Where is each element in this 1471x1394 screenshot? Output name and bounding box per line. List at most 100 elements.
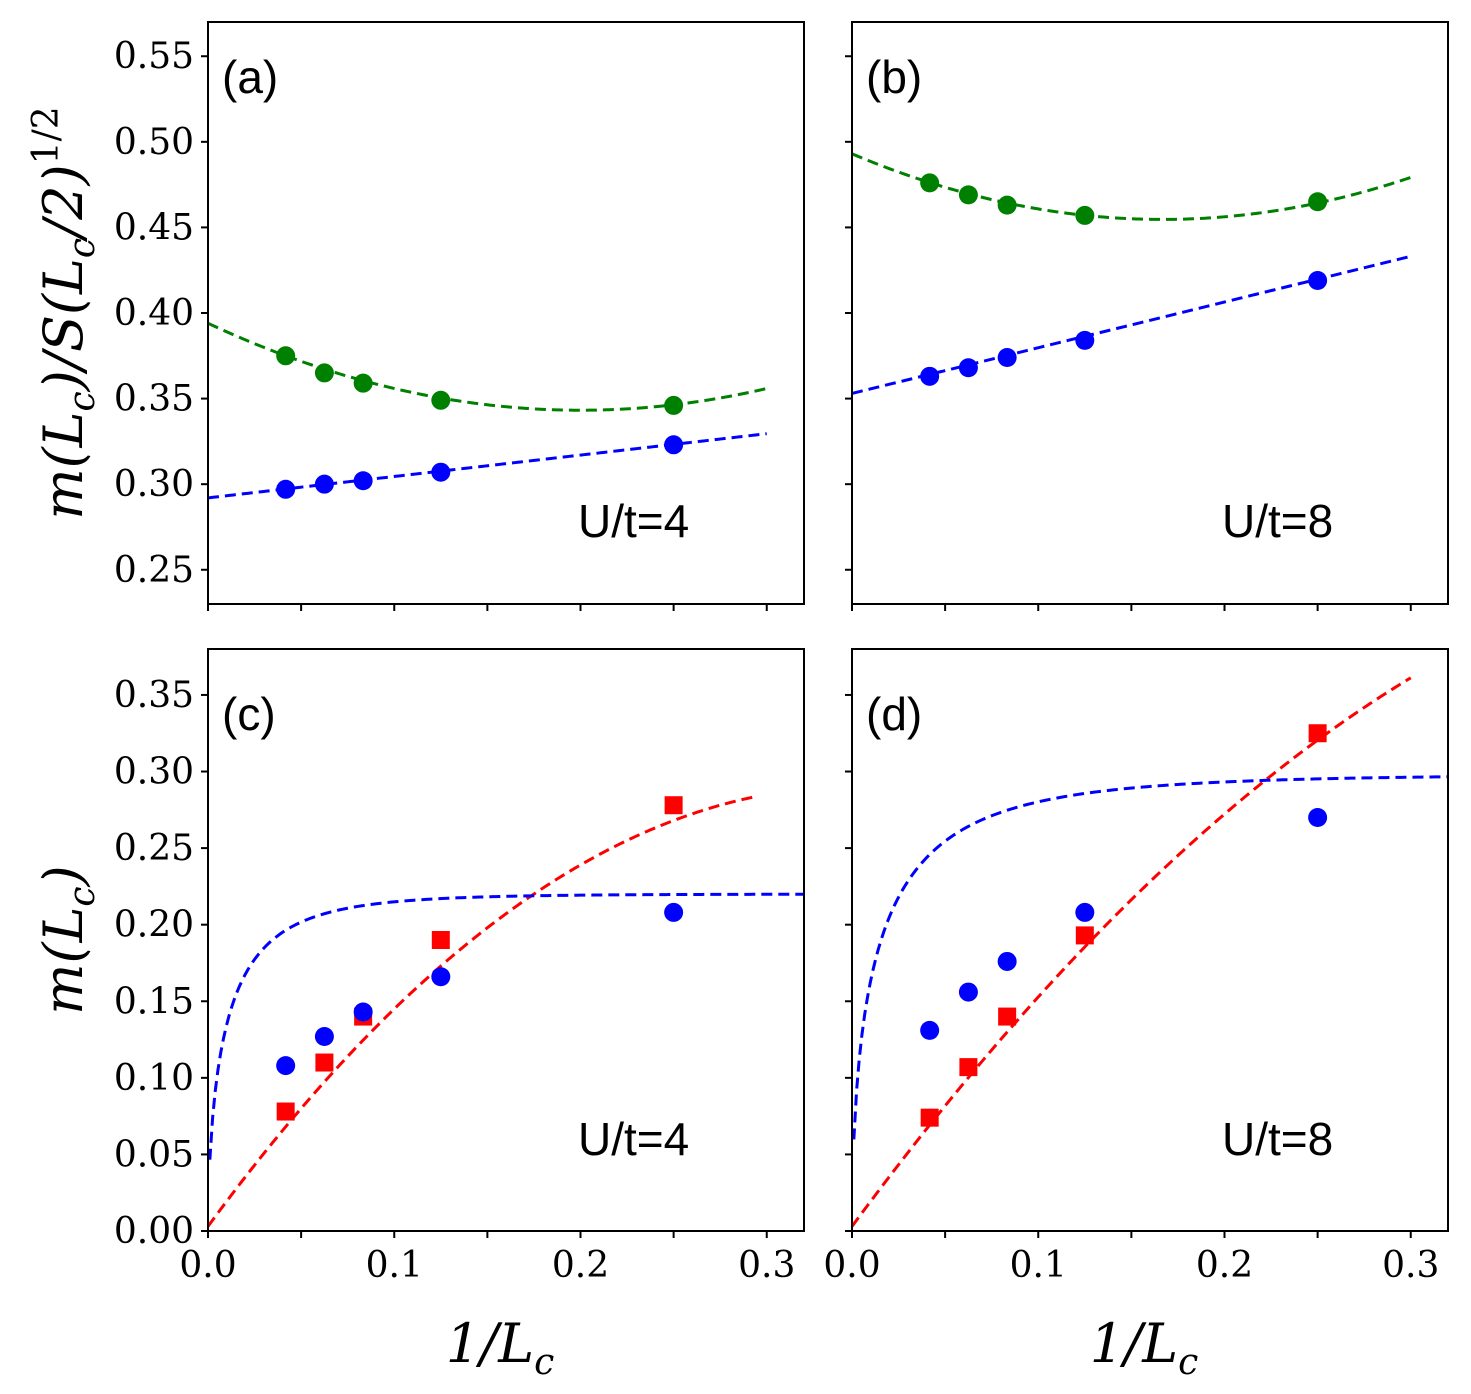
ylabel-top-sup: 1/2 [26, 106, 67, 164]
panel-a-ytick-label: 0.30 [114, 464, 194, 505]
panel-a-ytick-label: 0.25 [114, 550, 194, 591]
panel-d-blue-point [920, 1020, 940, 1040]
panel-d-red-point [920, 1108, 939, 1127]
panel-c-red-point [664, 796, 683, 815]
panel-c-ytick-label: 0.35 [114, 675, 194, 716]
panel-d-blue-point [1075, 902, 1095, 922]
panel-d-blue-point [958, 982, 978, 1002]
panel-b: (b) U/t=8 [845, 21, 1449, 611]
panel-d: 0.0 0.1 0.2 0.3 (d) U/t=8 [823, 648, 1449, 1286]
panel-c-frame [207, 648, 805, 1232]
panel-d-xtick-label: 0.3 [1382, 1245, 1439, 1286]
panel-c-xtick-label: 0.3 [738, 1245, 795, 1286]
panel-a-green-point [431, 390, 451, 410]
panel-b-blue-point [997, 348, 1017, 368]
panel-a-label: (a) [222, 51, 278, 103]
panel-b-blue-point [1308, 270, 1328, 290]
panel-b-blue-point [920, 366, 940, 386]
ylabel-bottom-end: ) [32, 865, 95, 887]
panel-d-blue-point [997, 951, 1017, 971]
panel-d-xtick-label: 0.2 [1196, 1245, 1253, 1286]
panel-c-label: (c) [222, 688, 276, 740]
panel-c-red-fit-line [208, 794, 758, 1228]
panel-a-ytick-label: 0.45 [114, 207, 194, 248]
panel-d-blue-fit-line [852, 775, 1448, 1140]
panel-d-label: (d) [866, 688, 922, 740]
ylabel-top-part2: )/S(L [32, 258, 95, 392]
ylabel-bottom-main: m(L [32, 907, 95, 1015]
panel-c-annotation: U/t=4 [578, 1113, 689, 1165]
panel-d-red-point [959, 1058, 978, 1077]
panel-b-green-point [1075, 205, 1095, 225]
panel-a-ytick-label: 0.50 [114, 122, 194, 163]
panel-a: 0.25 0.30 0.35 0.40 0.45 0.50 0.55 (a) U/t=4 [114, 21, 805, 611]
panel-c-blue-fit-line [208, 892, 804, 1160]
xlabel-right-sub: c [1178, 1342, 1198, 1383]
panel-a-green-point [276, 346, 296, 366]
xlabel-left-main: 1/L [446, 1312, 534, 1375]
ylabel-top: m(Lc)/S(Lc/2)1/2 [26, 106, 103, 519]
panel-c-red-point [431, 931, 450, 949]
panel-b-green-point [958, 185, 978, 205]
panel-c-ytick-label: 0.25 [114, 828, 194, 869]
panel-d-xtick-label: 0.1 [1010, 1245, 1067, 1286]
panel-b-green-point [1308, 192, 1328, 212]
panel-b-annotation: U/t=8 [1222, 495, 1333, 547]
panel-d-red-point [1075, 926, 1094, 945]
panel-c-ytick-label: 0.10 [114, 1058, 194, 1099]
panel-a-annotation: U/t=4 [578, 495, 689, 547]
panel-d-red-fit-line [852, 676, 1412, 1228]
panel-d-blue-point [1308, 807, 1328, 827]
panel-a-blue-point [431, 462, 451, 482]
panel-a-blue-point [314, 474, 334, 494]
panel-d-frame [851, 648, 1449, 1232]
ylabel-top-part1: m(L [32, 411, 95, 519]
ylabel-top-part3: /2) [32, 164, 95, 243]
panel-c-blue-point [431, 967, 451, 987]
xlabel-right-main: 1/L [1090, 1312, 1178, 1375]
panel-c-ytick-label: 0.20 [114, 905, 194, 946]
panel-c-blue-point [353, 1002, 373, 1022]
panel-d-annotation: U/t=8 [1222, 1113, 1333, 1165]
panel-c-ytick-label: 0.00 [114, 1211, 194, 1252]
panel-a-blue-point [353, 471, 373, 491]
xlabel-left: 1/Lc [446, 1312, 555, 1383]
panel-c-xtick-label: 0.1 [366, 1245, 423, 1286]
panel-c-red-point [276, 1102, 295, 1121]
panel-b-green-point [920, 173, 940, 193]
panel-c: 0.0 0.1 0.2 0.3 0.00 0.05 0.10 0.15 0.20 0.25 0.30… [114, 648, 805, 1286]
panel-a-green-point [314, 363, 334, 383]
panel-a-blue-point [276, 479, 296, 499]
panel-c-blue-point [664, 902, 684, 922]
panel-a-green-fit-line [208, 321, 768, 412]
panel-b-frame [851, 21, 1449, 605]
panel-b-green-point [997, 195, 1017, 215]
panel-c-ytick-label: 0.05 [114, 1134, 194, 1175]
panel-b-blue-point [1075, 330, 1095, 350]
panel-c-red-point [315, 1053, 334, 1072]
panel-a-green-point [353, 373, 373, 393]
ylabel-top-sub2: c [62, 238, 103, 258]
panel-b-blue-point [958, 358, 978, 378]
panel-d-xtick-label: 0.0 [823, 1245, 880, 1286]
panel-c-ytick-label: 0.30 [114, 752, 194, 793]
panel-a-frame [207, 21, 805, 605]
panel-c-blue-point [314, 1026, 334, 1046]
panel-c-xtick-label: 0.0 [179, 1245, 236, 1286]
panel-d-red-point [1308, 724, 1327, 743]
panel-c-ytick-label: 0.15 [114, 981, 194, 1022]
panel-a-ytick-label: 0.55 [114, 36, 194, 77]
panel-c-blue-point [276, 1056, 296, 1076]
panel-c-xtick-label: 0.2 [552, 1245, 609, 1286]
panel-a-green-point [664, 395, 684, 415]
panel-a-ytick-label: 0.40 [114, 293, 194, 334]
ylabel-top-sub1: c [62, 391, 103, 411]
panel-b-label: (b) [866, 51, 922, 103]
panel-d-red-point [998, 1007, 1017, 1026]
xlabel-right: 1/Lc [1090, 1312, 1199, 1383]
ylabel-bottom-sub: c [62, 886, 103, 906]
panel-a-blue-point [664, 435, 684, 455]
ylabel-bottom: m(Lc) [32, 865, 103, 1014]
xlabel-left-sub: c [534, 1342, 554, 1383]
